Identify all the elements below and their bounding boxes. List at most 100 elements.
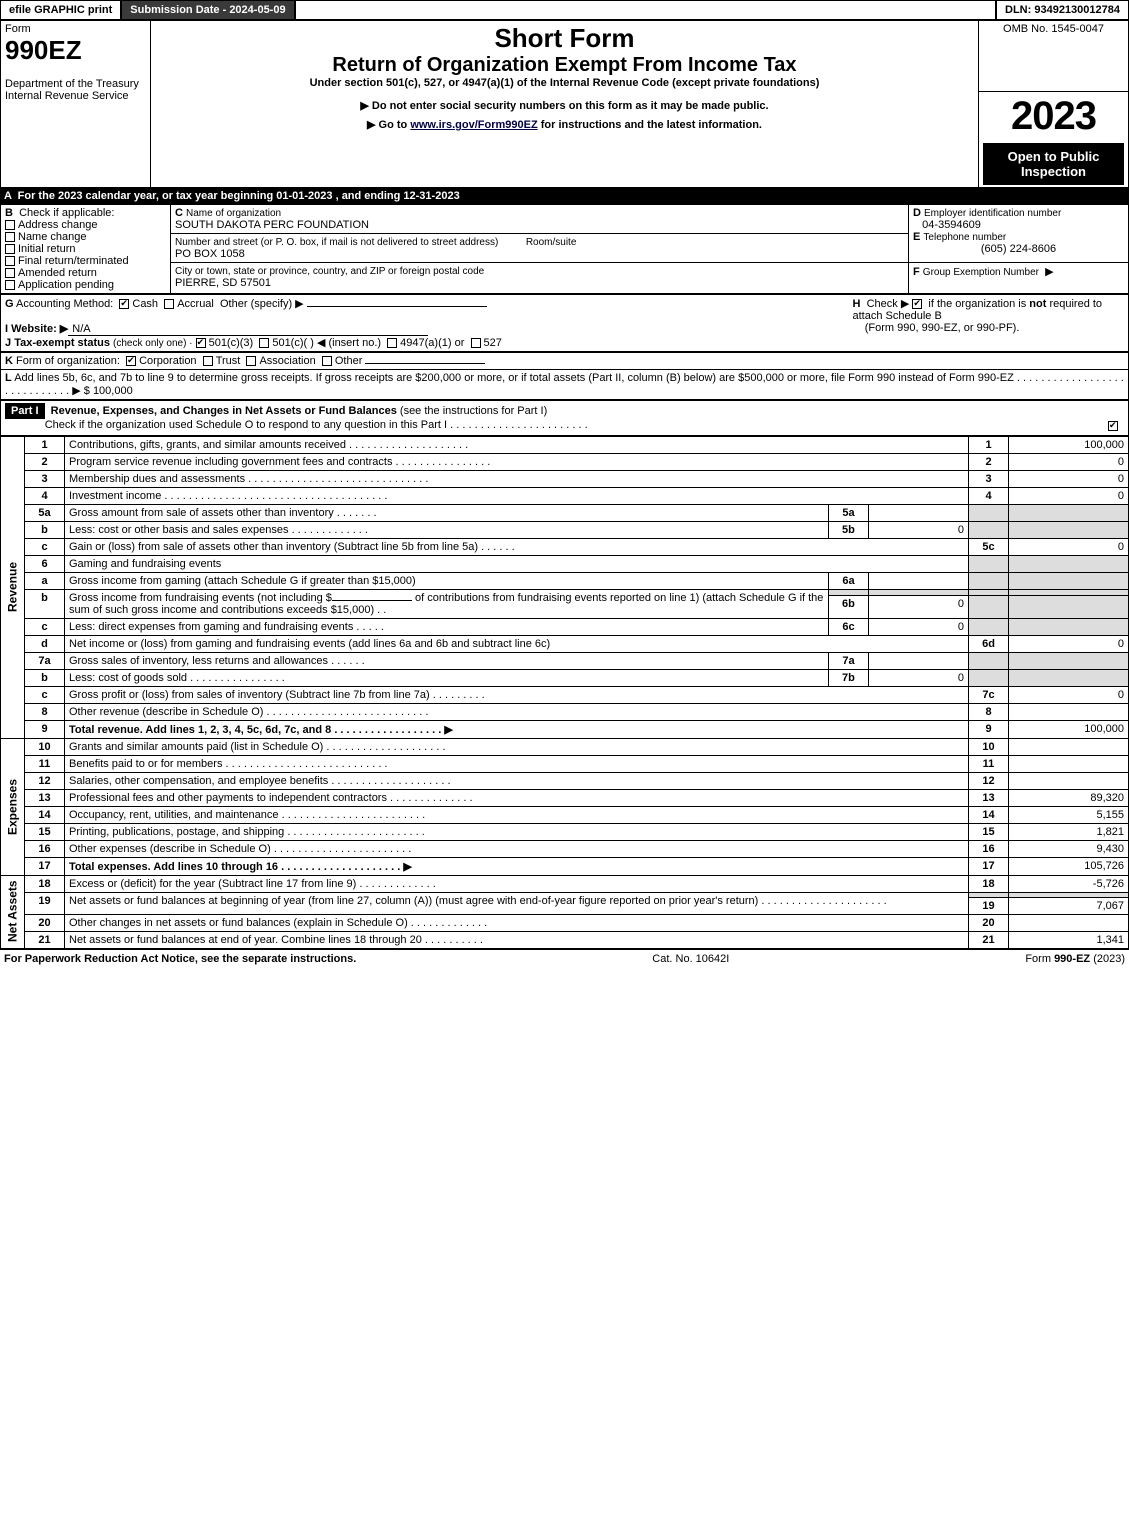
note2-pre: ▶ Go to: [367, 119, 410, 131]
ln9-t: Total revenue. Add lines 1, 2, 3, 4, 5c,…: [65, 720, 969, 738]
ln6a-n: a: [25, 572, 65, 589]
topbar-spacer: [296, 1, 997, 19]
chk-address-change[interactable]: [5, 220, 15, 230]
K-trust: Trust: [216, 355, 241, 367]
chk-4947[interactable]: [387, 338, 397, 348]
partI-header: Part I Revenue, Expenses, and Changes in…: [0, 400, 1129, 436]
ln5a-sub: 5a: [828, 504, 868, 521]
chk-schedB[interactable]: [912, 299, 922, 309]
ln8-t: Other revenue (describe in Schedule O) .…: [65, 703, 969, 720]
K-label: Form of organization:: [16, 355, 120, 367]
chk-cash[interactable]: [119, 299, 129, 309]
ln5b-sv: 0: [868, 521, 968, 538]
chk-accrual[interactable]: [164, 299, 174, 309]
footer-mid: Cat. No. 10642I: [652, 953, 729, 965]
chk-501c3[interactable]: [196, 338, 206, 348]
chk-name-change[interactable]: [5, 232, 15, 242]
ln9-v: 100,000: [1009, 720, 1129, 738]
ln7c-t: Gross profit or (loss) from sales of inv…: [65, 686, 969, 703]
ln7b-sv: 0: [868, 669, 968, 686]
chk-initial[interactable]: [5, 244, 15, 254]
L-text: Add lines 5b, 6c, and 7b to line 9 to de…: [5, 372, 1124, 397]
ln6b-g4: [1009, 596, 1129, 618]
ln6c-g1: [969, 618, 1009, 635]
footer-right: Form 990-EZ (2023): [1025, 953, 1125, 965]
irs-link[interactable]: www.irs.gov/Form990EZ: [410, 119, 537, 131]
opt-pending: Application pending: [18, 279, 114, 291]
opt-final: Final return/terminated: [18, 255, 129, 267]
street-label: Number and street (or P. O. box, if mail…: [175, 237, 498, 248]
chk-amended[interactable]: [5, 268, 15, 278]
tax-year: 2023: [983, 94, 1124, 139]
ln12-n: 12: [25, 772, 65, 789]
ln16-v: 9,430: [1009, 840, 1129, 857]
ln18-t: Excess or (deficit) for the year (Subtra…: [65, 875, 969, 892]
ln7a-t: Gross sales of inventory, less returns a…: [65, 652, 829, 669]
ln6b-blank[interactable]: [332, 600, 412, 601]
G-other: Other (specify) ▶: [220, 298, 304, 310]
ln10-t: Grants and similar amounts paid (list in…: [65, 738, 969, 755]
K-cell: K Form of organization: Corporation Trus…: [1, 352, 1129, 369]
chk-assoc[interactable]: [246, 356, 256, 366]
H-t4: (Form 990, 990-EZ, or 990-PF).: [865, 322, 1020, 334]
ln6b-n: b: [25, 589, 65, 618]
chk-pending[interactable]: [5, 280, 15, 290]
chk-schedO[interactable]: [1108, 421, 1118, 431]
ln4-n: 4: [25, 487, 65, 504]
ln5c-t: Gain or (loss) from sale of assets other…: [65, 538, 969, 555]
ln9-r: 9: [969, 720, 1009, 738]
J-527: 527: [484, 337, 502, 349]
ln3-n: 3: [25, 470, 65, 487]
street-value: PO BOX 1058: [175, 248, 245, 260]
chk-trust[interactable]: [203, 356, 213, 366]
ln7a-sv: [868, 652, 968, 669]
ln5c-n: c: [25, 538, 65, 555]
ln7b-sub: 7b: [828, 669, 868, 686]
ln18-r: 18: [969, 875, 1009, 892]
chk-final[interactable]: [5, 256, 15, 266]
ln18-v: -5,726: [1009, 875, 1129, 892]
ln4-r: 4: [969, 487, 1009, 504]
ln5a-t: Gross amount from sale of assets other t…: [65, 504, 829, 521]
G-other-line[interactable]: [307, 306, 487, 307]
ln2-v: 0: [1009, 453, 1129, 470]
partI-check-note: Check if the organization used Schedule …: [45, 419, 588, 431]
ln6c-g2: [1009, 618, 1129, 635]
ln6-g1: [969, 555, 1009, 572]
H-check: Check ▶: [867, 298, 910, 310]
ln5a-g1: [969, 504, 1009, 521]
ln7a-n: 7a: [25, 652, 65, 669]
ln6b-sg2: [868, 589, 968, 596]
ln14-v: 5,155: [1009, 806, 1129, 823]
revenue-label: Revenue: [1, 436, 25, 738]
top-bar: efile GRAPHIC print Submission Date - 20…: [0, 0, 1129, 20]
opt-amended: Amended return: [18, 267, 97, 279]
header-center-bottom: ▶ Do not enter social security numbers o…: [151, 91, 979, 187]
F-arrow: ▶: [1045, 266, 1053, 278]
ln13-r: 13: [969, 789, 1009, 806]
partI-title-cell: Part I Revenue, Expenses, and Changes in…: [1, 400, 1129, 435]
note2-post: for instructions and the latest informat…: [538, 119, 762, 131]
L-cell: L Add lines 5b, 6c, and 7b to line 9 to …: [1, 369, 1129, 399]
ln5a-n: 5a: [25, 504, 65, 521]
ln7c-v: 0: [1009, 686, 1129, 703]
ln6c-t: Less: direct expenses from gaming and fu…: [65, 618, 829, 635]
ln15-r: 15: [969, 823, 1009, 840]
ln19-t: Net assets or fund balances at beginning…: [65, 892, 969, 914]
chk-501c[interactable]: [259, 338, 269, 348]
chk-527[interactable]: [471, 338, 481, 348]
opt-initial: Initial return: [18, 243, 75, 255]
chk-other[interactable]: [322, 356, 332, 366]
efile-tab[interactable]: efile GRAPHIC print: [1, 1, 122, 19]
ln6b-g3: [969, 596, 1009, 618]
identity-table: B Check if applicable: Address change Na…: [0, 204, 1129, 294]
E-label: Telephone number: [923, 232, 1006, 243]
footer: For Paperwork Reduction Act Notice, see …: [0, 949, 1129, 968]
org-name: SOUTH DAKOTA PERC FOUNDATION: [175, 219, 369, 231]
ln6b-t1: Gross income from fundraising events (no…: [69, 592, 332, 604]
ln6a-g2: [1009, 572, 1129, 589]
K-other-line[interactable]: [365, 363, 485, 364]
website-value: N/A: [68, 323, 428, 336]
chk-corp[interactable]: [126, 356, 136, 366]
partI-title: Revenue, Expenses, and Changes in Net As…: [51, 405, 397, 417]
